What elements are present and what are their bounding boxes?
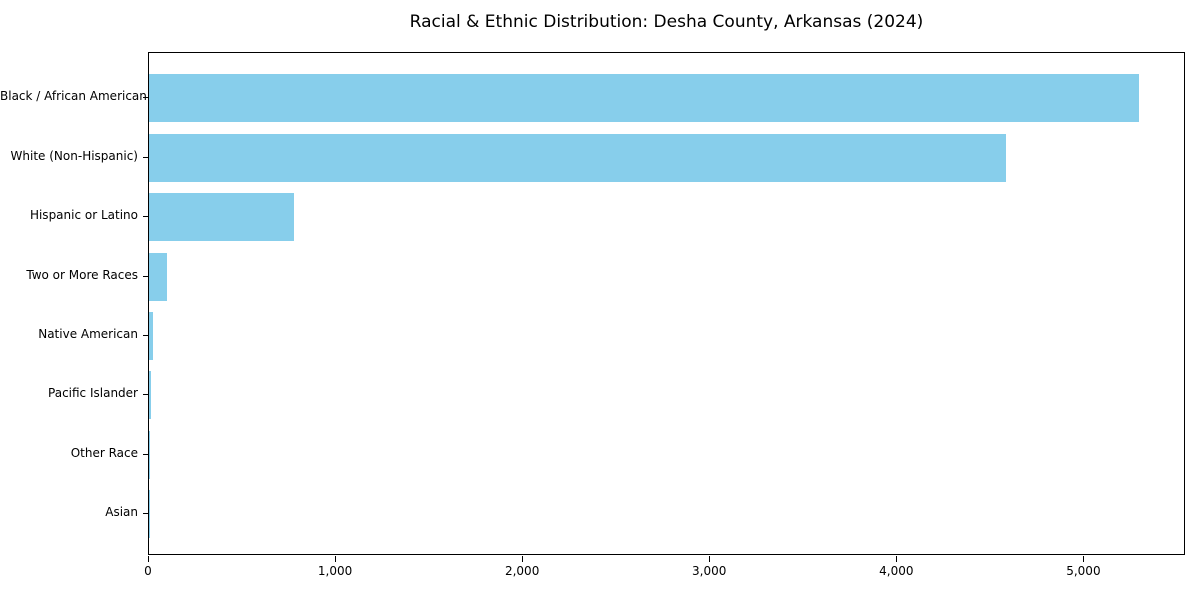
y-tick-mark bbox=[143, 97, 148, 99]
x-tick-mark bbox=[522, 556, 524, 562]
x-tick-label-3000: 3,000 bbox=[692, 564, 727, 578]
y-tick-mark bbox=[143, 216, 148, 218]
x-tick-label-1000: 1,000 bbox=[317, 564, 353, 578]
bar-native-american bbox=[149, 312, 154, 361]
y-tick-mark bbox=[143, 156, 148, 158]
bar-pacific-islander bbox=[149, 371, 152, 420]
plot-area bbox=[148, 52, 1185, 555]
bar-two-or-more-races bbox=[149, 252, 167, 301]
y-axis-label-white-non-hispanic: White (Non-Hispanic) bbox=[10, 148, 138, 163]
x-tick-label-2000: 2,000 bbox=[504, 564, 540, 578]
x-tick-mark bbox=[709, 556, 711, 562]
x-tick-mark bbox=[896, 556, 898, 562]
bar-hispanic-or-latino bbox=[149, 193, 294, 242]
y-axis-label-other-race: Other Race bbox=[70, 445, 138, 460]
y-axis-label-two-or-more-races: Two or More Races bbox=[26, 267, 138, 282]
y-tick-mark bbox=[143, 335, 148, 337]
chart-title: Racial & Ethnic Distribution: Desha Coun… bbox=[409, 12, 924, 32]
y-axis-label-asian: Asian bbox=[105, 505, 138, 520]
y-tick-mark bbox=[143, 513, 148, 515]
y-tick-mark bbox=[143, 275, 148, 277]
x-tick-label-5000: 5,000 bbox=[1066, 564, 1101, 578]
y-tick-mark bbox=[143, 394, 148, 396]
x-tick-mark bbox=[335, 556, 337, 562]
x-tick-mark bbox=[1083, 556, 1085, 562]
x-tick-label-4000: 4,000 bbox=[879, 564, 914, 578]
bar-white-non-hispanic bbox=[149, 133, 1006, 182]
x-tick-mark bbox=[148, 556, 149, 562]
bar-black-african-american bbox=[149, 74, 1139, 123]
x-tick-label-0: 0 bbox=[144, 564, 152, 578]
y-axis-label-black-african-american: Black / African American bbox=[0, 89, 147, 104]
y-axis-label-native-american: Native American bbox=[38, 327, 138, 342]
bar-other-race bbox=[149, 430, 150, 479]
y-axis-label-pacific-islander: Pacific Islander bbox=[48, 386, 138, 401]
y-axis-label-hispanic-or-latino: Hispanic or Latino bbox=[29, 208, 138, 223]
y-tick-mark bbox=[143, 453, 148, 455]
